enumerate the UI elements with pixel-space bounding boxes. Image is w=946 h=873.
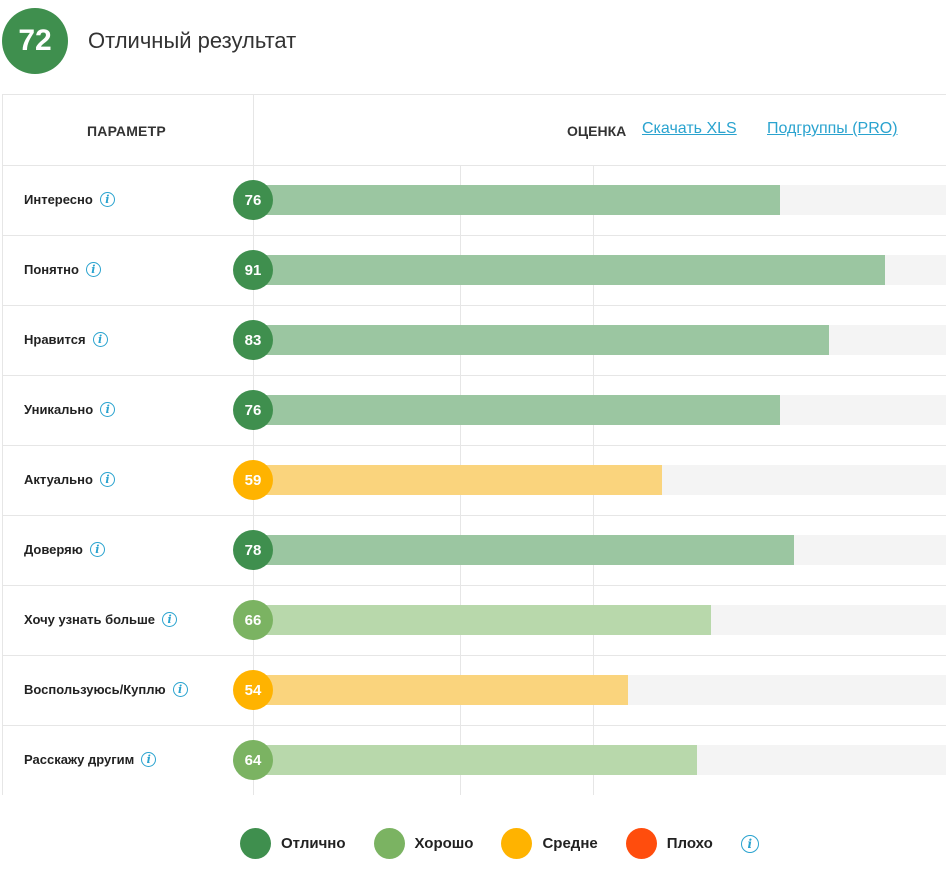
- bar-track: [253, 675, 946, 705]
- category-label: Понятно: [24, 262, 79, 277]
- bar-track: [253, 325, 946, 355]
- value-label: 91: [233, 250, 273, 290]
- info-icon[interactable]: i: [99, 472, 115, 487]
- row-label: Интересно i: [24, 192, 115, 207]
- overall-score-value: 72: [18, 24, 52, 57]
- bar-track: [253, 395, 946, 425]
- value-label: 66: [233, 600, 273, 640]
- row-divider: [3, 165, 946, 166]
- table-row: Хочу узнать больше i 66: [3, 585, 946, 655]
- category-label: Хочу узнать больше: [24, 612, 156, 627]
- value-label: 59: [233, 460, 273, 500]
- bar-track: [253, 745, 946, 775]
- header-param: ПАРАМЕТР: [87, 123, 166, 139]
- value-label: 54: [233, 670, 273, 710]
- category-label: Актуально: [24, 472, 93, 487]
- legend-label: Средне: [542, 835, 598, 852]
- category-label: Уникально: [24, 402, 94, 417]
- info-icon[interactable]: i: [100, 402, 116, 417]
- row-divider: [3, 725, 946, 726]
- bar: [253, 185, 780, 215]
- category-label: Воспользуюсь/Куплю: [24, 682, 166, 697]
- table-row: Нравится i 83: [3, 305, 946, 375]
- table-row: Доверяю i 78: [3, 515, 946, 585]
- value-label: 76: [233, 390, 273, 430]
- bar: [253, 605, 711, 635]
- row-divider: [3, 375, 946, 376]
- info-icon[interactable]: i: [141, 752, 157, 767]
- row-label: Нравится i: [24, 332, 108, 347]
- bar-track: [253, 465, 946, 495]
- row-divider: [3, 655, 946, 656]
- legend-item: Хорошо: [373, 828, 474, 859]
- category-label: Расскажу другим: [24, 752, 135, 767]
- table-row: Уникально i 76: [3, 375, 946, 445]
- info-icon[interactable]: i: [740, 834, 759, 853]
- row-divider: [3, 445, 946, 446]
- legend-item: Средне: [501, 828, 598, 859]
- legend-label: Плохо: [666, 835, 713, 852]
- legend-item: Плохо: [625, 828, 713, 859]
- overall-score-badge: 72: [2, 8, 68, 74]
- category-label: Нравится: [24, 332, 86, 347]
- legend: Отлично Хорошо Средне Плохо i: [240, 828, 759, 859]
- subgroups-pro-link[interactable]: Подгруппы (PRO): [767, 120, 898, 137]
- bar: [253, 465, 662, 495]
- bar: [253, 395, 780, 425]
- info-icon[interactable]: i: [99, 192, 115, 207]
- info-icon[interactable]: i: [162, 612, 178, 627]
- bar: [253, 325, 829, 355]
- table-row: Расскажу другим i 64: [3, 725, 946, 795]
- row-divider: [3, 515, 946, 516]
- download-xls-link[interactable]: Скачать XLS: [642, 120, 737, 137]
- row-divider: [3, 235, 946, 236]
- table-row: Воспользуюсь/Куплю i 54: [3, 655, 946, 725]
- bar-track: [253, 605, 946, 635]
- row-label: Доверяю i: [24, 542, 105, 557]
- bar-track: [253, 535, 946, 565]
- value-label: 64: [233, 740, 273, 780]
- value-label: 76: [233, 180, 273, 220]
- header-score: ОЦЕНКА: [567, 123, 627, 139]
- table-row: Понятно i 91: [3, 235, 946, 305]
- legend-label: Отлично: [281, 835, 346, 852]
- legend-item: Отлично: [240, 828, 346, 859]
- value-label: 83: [233, 320, 273, 360]
- info-icon[interactable]: i: [172, 682, 188, 697]
- bar-track: [253, 255, 946, 285]
- row-label: Актуально i: [24, 472, 115, 487]
- row-divider: [3, 305, 946, 306]
- row-label: Понятно i: [24, 262, 101, 277]
- info-icon[interactable]: i: [89, 542, 105, 557]
- bar-track: [253, 185, 946, 215]
- row-label: Воспользуюсь/Куплю i: [24, 682, 188, 697]
- row-divider: [3, 585, 946, 586]
- legend-swatch: [373, 828, 405, 859]
- legend-label: Хорошо: [414, 835, 474, 852]
- row-label: Хочу узнать больше i: [24, 612, 178, 627]
- value-label: 78: [233, 530, 273, 570]
- legend-swatch: [625, 828, 657, 859]
- row-label: Расскажу другим i: [24, 752, 157, 767]
- row-label: Уникально i: [24, 402, 116, 417]
- bar: [253, 535, 794, 565]
- table-row: Актуально i 59: [3, 445, 946, 515]
- category-label: Интересно: [24, 192, 93, 207]
- table-row: Интересно i 76: [3, 165, 946, 235]
- info-icon[interactable]: i: [85, 262, 101, 277]
- bar: [253, 675, 628, 705]
- category-label: Доверяю: [24, 542, 83, 557]
- scores-table: ПАРАМЕТР ОЦЕНКА Скачать XLS Подгруппы (P…: [2, 94, 946, 795]
- bar: [253, 255, 885, 285]
- legend-swatch: [240, 828, 271, 859]
- info-icon[interactable]: i: [92, 332, 108, 347]
- legend-swatch: [501, 828, 533, 859]
- overall-score-label: Отличный результат: [88, 28, 297, 53]
- bar: [253, 745, 697, 775]
